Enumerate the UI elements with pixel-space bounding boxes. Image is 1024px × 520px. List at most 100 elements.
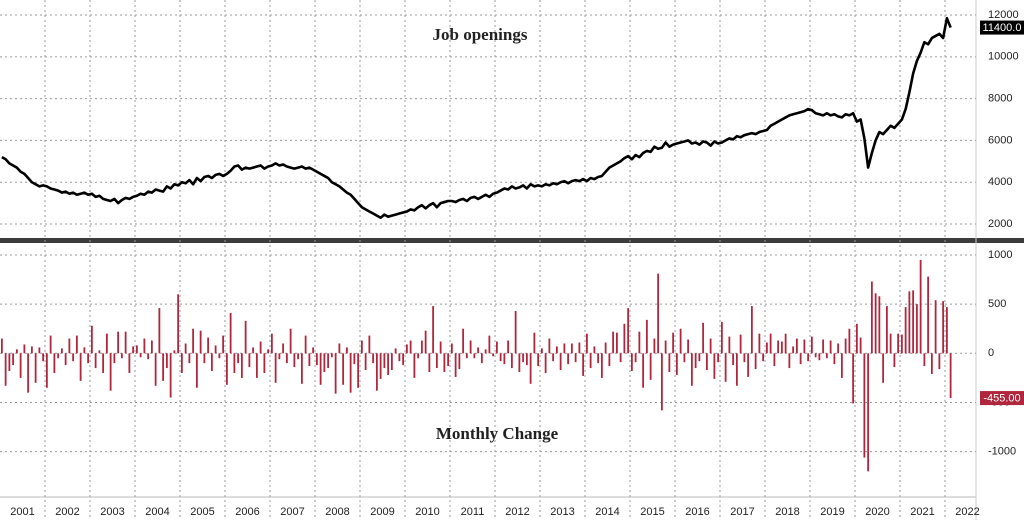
bar bbox=[27, 353, 30, 393]
bar bbox=[439, 341, 442, 354]
bar bbox=[244, 320, 247, 354]
bar bbox=[12, 353, 15, 366]
bar bbox=[743, 353, 746, 363]
bar bbox=[8, 353, 11, 372]
bar bbox=[334, 353, 337, 394]
x-tick-label: 2019 bbox=[820, 506, 844, 518]
bar bbox=[597, 353, 600, 364]
x-tick-label: 2022 bbox=[955, 506, 979, 518]
bar bbox=[117, 331, 120, 354]
bar bbox=[930, 353, 933, 374]
bar bbox=[574, 353, 577, 363]
bar bbox=[728, 336, 731, 354]
bar bbox=[417, 353, 420, 359]
bar bbox=[150, 340, 153, 354]
bar bbox=[859, 337, 862, 354]
bar bbox=[949, 353, 952, 399]
bar bbox=[180, 353, 183, 373]
bar bbox=[368, 335, 371, 354]
bar bbox=[593, 346, 596, 354]
y-tick-label: -1000 bbox=[988, 446, 1016, 458]
y-tick-label: 0 bbox=[988, 347, 994, 359]
y-tick-label: 8000 bbox=[988, 93, 1012, 105]
bar bbox=[923, 353, 926, 367]
bar bbox=[49, 335, 52, 354]
bar bbox=[477, 347, 480, 354]
bar bbox=[327, 353, 330, 369]
bar bbox=[582, 353, 585, 376]
bar bbox=[473, 353, 476, 359]
bar bbox=[349, 353, 352, 393]
bar bbox=[503, 353, 506, 365]
bar bbox=[713, 353, 716, 379]
bar bbox=[533, 332, 536, 354]
bar bbox=[765, 342, 768, 354]
bar bbox=[529, 353, 532, 384]
bar bbox=[109, 353, 112, 391]
bar bbox=[799, 353, 802, 365]
bar bbox=[469, 340, 472, 354]
bar bbox=[642, 353, 645, 388]
bar bbox=[60, 348, 63, 354]
bar bbox=[634, 353, 637, 363]
bar bbox=[458, 353, 461, 370]
bar bbox=[83, 347, 86, 354]
bar bbox=[45, 353, 48, 388]
bar bbox=[908, 291, 911, 354]
x-tick-label: 2021 bbox=[910, 506, 934, 518]
bar bbox=[319, 353, 322, 385]
x-tick-label: 2014 bbox=[595, 506, 619, 518]
bar bbox=[675, 353, 678, 375]
bar bbox=[889, 333, 892, 354]
bar bbox=[192, 328, 195, 354]
x-tick-label: 2011 bbox=[461, 506, 485, 518]
bar bbox=[510, 353, 513, 369]
bar bbox=[927, 276, 930, 354]
bar bbox=[173, 350, 176, 354]
chart-title: Monthly Change bbox=[436, 424, 559, 443]
bar bbox=[818, 353, 821, 361]
bar bbox=[450, 343, 453, 354]
bar bbox=[758, 333, 761, 354]
bar bbox=[225, 353, 228, 385]
x-tick-label: 2009 bbox=[370, 506, 394, 518]
bar bbox=[518, 353, 521, 372]
bar bbox=[222, 335, 225, 354]
bar bbox=[162, 353, 165, 381]
bar bbox=[578, 342, 581, 354]
bar bbox=[255, 353, 258, 378]
x-tick-label: 2007 bbox=[280, 506, 304, 518]
bar bbox=[897, 333, 900, 354]
bar bbox=[375, 353, 378, 391]
bar bbox=[345, 347, 348, 354]
bar bbox=[690, 353, 693, 386]
bar bbox=[732, 353, 735, 366]
bar bbox=[589, 353, 592, 369]
bar bbox=[263, 353, 266, 373]
bar bbox=[747, 353, 750, 377]
bar bbox=[522, 353, 525, 363]
bar bbox=[874, 293, 877, 354]
bar bbox=[507, 340, 510, 354]
y-tick-label: 10000 bbox=[988, 51, 1019, 63]
bar bbox=[585, 333, 588, 354]
bar bbox=[443, 353, 446, 372]
marks bbox=[0, 16, 952, 472]
bar bbox=[203, 353, 206, 364]
bar bbox=[447, 353, 450, 367]
bar bbox=[23, 344, 26, 354]
bar bbox=[717, 353, 720, 363]
bar bbox=[608, 353, 611, 367]
bar bbox=[42, 353, 45, 362]
bar bbox=[870, 281, 873, 354]
bar bbox=[432, 306, 435, 354]
value-label: 11400.0 bbox=[983, 22, 1022, 34]
bar bbox=[855, 323, 858, 354]
bar bbox=[312, 347, 315, 354]
bar bbox=[544, 353, 547, 373]
bar bbox=[619, 353, 622, 363]
bar bbox=[68, 338, 71, 354]
bar bbox=[143, 338, 146, 354]
bar bbox=[484, 349, 487, 354]
